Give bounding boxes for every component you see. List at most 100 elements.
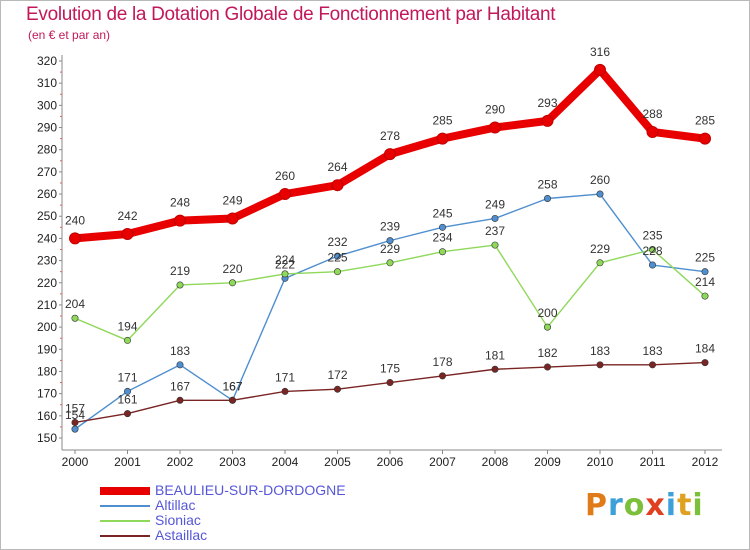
data-label: 235 xyxy=(642,229,662,243)
logo-letter: i xyxy=(665,488,678,523)
data-label: 183 xyxy=(170,344,190,358)
data-label: 183 xyxy=(642,344,662,358)
y-tick-label: 220 xyxy=(37,276,57,290)
data-label: 248 xyxy=(170,196,190,210)
series-altillac xyxy=(71,190,709,433)
x-tick-label: 2007 xyxy=(429,455,456,469)
logo-letter: P xyxy=(585,488,608,523)
data-point xyxy=(281,270,289,278)
data-point xyxy=(543,194,551,202)
y-tick-label: 160 xyxy=(37,409,57,423)
data-point xyxy=(333,385,341,393)
logo-letter: i xyxy=(692,488,704,523)
data-point xyxy=(124,410,132,418)
data-point xyxy=(596,259,604,267)
data-point xyxy=(543,363,551,371)
data-point xyxy=(386,237,394,245)
data-label: 167 xyxy=(222,379,242,393)
data-point xyxy=(491,241,499,249)
data-point xyxy=(124,336,132,344)
x-tick-label: 2005 xyxy=(324,455,351,469)
legend-swatch xyxy=(100,520,150,522)
labels-altillac: 154 171 183 167 222 232 239 245 249 258 260 228 225 xyxy=(65,173,715,422)
data-label: 229 xyxy=(380,242,400,256)
x-tick-label: 2006 xyxy=(377,455,404,469)
data-point xyxy=(699,132,711,145)
data-label: 240 xyxy=(65,213,85,227)
data-point xyxy=(71,425,79,433)
data-label: 237 xyxy=(485,224,505,238)
x-tick-label: 2012 xyxy=(692,455,719,469)
data-point xyxy=(648,261,656,269)
data-point xyxy=(491,365,499,373)
data-label: 184 xyxy=(695,342,715,356)
x-tick-label: 2004 xyxy=(272,455,299,469)
data-point xyxy=(71,314,79,322)
data-point xyxy=(438,223,446,231)
x-tick-label: 2008 xyxy=(482,455,509,469)
data-point xyxy=(438,248,446,256)
y-tick-label: 320 xyxy=(37,54,57,68)
legend-label: Astaillac xyxy=(155,527,208,543)
data-label: 239 xyxy=(380,220,400,234)
data-label: 161 xyxy=(117,393,137,407)
data-label: 224 xyxy=(275,253,295,267)
data-label: 175 xyxy=(380,362,400,376)
y-tick-label: 300 xyxy=(37,98,57,112)
data-label: 157 xyxy=(65,401,85,415)
data-label: 260 xyxy=(275,169,295,183)
y-tick-label: 230 xyxy=(37,254,57,268)
data-label: 171 xyxy=(275,370,295,384)
series-layer xyxy=(69,63,711,433)
y-tick-label: 270 xyxy=(37,165,57,179)
y-tick-label: 150 xyxy=(37,431,57,445)
x-tick-label: 2009 xyxy=(534,455,561,469)
data-label: 171 xyxy=(117,370,137,384)
data-point xyxy=(491,214,499,222)
data-point xyxy=(69,232,81,245)
legend-label: Altillac xyxy=(155,497,196,513)
data-point xyxy=(648,246,656,254)
data-label: 194 xyxy=(117,319,137,333)
data-label: 285 xyxy=(432,114,452,128)
axes: 150 160 170 180 190 200 210 220 230 240 250 260 270 2… xyxy=(37,54,722,469)
data-label: 249 xyxy=(222,193,242,207)
data-label: 249 xyxy=(485,197,505,211)
labels-astaillac: 157 161 167 167 171 172 175 178 181 182 183 183 184 xyxy=(65,342,715,416)
data-label: 204 xyxy=(65,297,85,311)
data-label: 200 xyxy=(537,306,557,320)
y-tick-label: 180 xyxy=(37,364,57,378)
data-label: 278 xyxy=(380,129,400,143)
logo-letter: r xyxy=(608,488,624,523)
y-tick-label: 250 xyxy=(37,209,57,223)
data-label: 172 xyxy=(327,368,347,382)
data-label: 167 xyxy=(222,379,242,393)
data-label: 219 xyxy=(170,264,190,278)
data-label: 285 xyxy=(695,114,715,128)
data-point xyxy=(279,188,291,201)
data-label: 229 xyxy=(590,242,610,256)
data-point xyxy=(71,418,79,426)
data-point xyxy=(176,281,184,289)
data-label: 288 xyxy=(642,107,662,121)
data-label: 225 xyxy=(695,251,715,265)
legend-swatch xyxy=(100,505,150,507)
data-point xyxy=(229,396,237,404)
data-point xyxy=(646,125,659,138)
data-point xyxy=(648,361,656,369)
data-point xyxy=(384,148,396,161)
data-point xyxy=(229,279,237,287)
data-label: 222 xyxy=(275,257,295,271)
data-point xyxy=(174,214,186,227)
data-point xyxy=(436,132,449,145)
data-point xyxy=(438,372,446,380)
data-label: 154 xyxy=(65,408,85,422)
data-point xyxy=(386,379,394,387)
series-astaillac xyxy=(71,359,709,426)
logo-letter: t xyxy=(677,488,693,523)
chart-subtitle: (en € et par an) xyxy=(28,28,111,42)
logo-letter: o xyxy=(623,488,646,523)
data-point xyxy=(226,212,239,225)
data-label: 245 xyxy=(432,206,452,220)
